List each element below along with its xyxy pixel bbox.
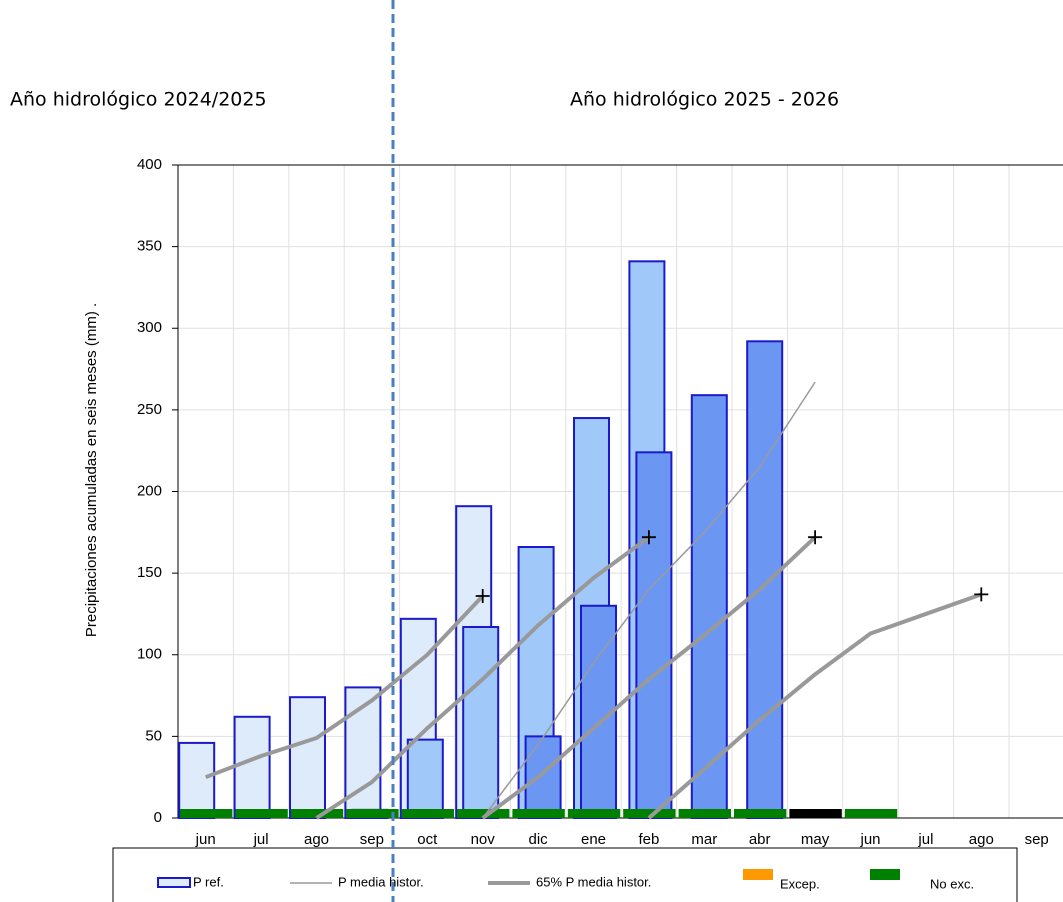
y-tick-label: 400 — [137, 156, 162, 173]
status-block — [512, 809, 565, 818]
line-series — [481, 535, 817, 820]
bar — [635, 451, 673, 819]
status-block — [844, 809, 898, 818]
status-block — [567, 809, 621, 818]
legend-swatch — [157, 877, 191, 888]
y-tick-label: 150 — [137, 564, 162, 581]
x-tick-label: nov — [471, 831, 496, 848]
y-tick-label: 100 — [137, 646, 162, 663]
legend-label: Excep. — [780, 876, 820, 891]
x-tick-label: may — [801, 831, 830, 848]
end-marker — [641, 530, 656, 545]
x-tick-label: feb — [638, 831, 659, 848]
x-tick-label: ago — [304, 831, 329, 848]
x-tick-label: ene — [581, 831, 606, 848]
status-block — [290, 809, 344, 818]
x-tick-label: mar — [691, 831, 717, 848]
status-block — [401, 809, 454, 818]
line-series — [204, 594, 485, 780]
bar — [233, 715, 271, 819]
y-tick-label: 300 — [137, 319, 162, 336]
x-tick-label: sep — [360, 831, 384, 848]
legend-box — [112, 847, 1018, 902]
bar — [690, 394, 728, 819]
bar — [462, 625, 500, 819]
bar — [524, 735, 562, 819]
status-block — [678, 809, 731, 818]
x-tick-label: abr — [749, 831, 771, 848]
plot-frame — [177, 164, 1063, 819]
bar — [178, 741, 216, 820]
y-tick-label: 200 — [137, 482, 162, 499]
line-series — [315, 535, 651, 820]
legend-label: P media histor. — [338, 874, 424, 889]
y-tick-label: 250 — [137, 401, 162, 418]
status-block — [346, 809, 399, 818]
end-marker — [974, 587, 989, 602]
x-tick-label: jul — [917, 831, 933, 848]
x-tick-label: oct — [417, 831, 438, 848]
x-tick-label: jun — [195, 831, 216, 848]
status-block — [235, 809, 288, 818]
status-block — [789, 809, 842, 818]
legend-label: P ref. — [193, 874, 224, 889]
x-tick-label: sep — [1025, 831, 1049, 848]
bar — [289, 696, 326, 820]
y-tick-label: 50 — [145, 727, 162, 744]
legend-swatch — [743, 869, 773, 880]
heading: Año hidrológico 2024/2025 — [10, 89, 267, 111]
legend-swatch — [870, 869, 900, 880]
status-block — [734, 809, 787, 818]
status-block — [623, 809, 676, 818]
bar — [746, 340, 784, 819]
status-block — [457, 809, 510, 818]
x-tick-label: jun — [859, 831, 880, 848]
legend-label: 65% P media histor. — [536, 874, 651, 889]
legend-label: No exc. — [930, 876, 974, 891]
line-series — [482, 381, 816, 819]
x-tick-label: ago — [969, 831, 994, 848]
x-tick-label: dic — [529, 831, 549, 848]
status-block — [180, 809, 233, 818]
end-marker — [808, 530, 823, 545]
y-axis-label: Precipitaciones acumuladas en seis meses… — [83, 303, 100, 637]
line-series — [647, 592, 982, 820]
heading: Año hidrológico 2025 - 2026 — [570, 89, 839, 111]
bar — [406, 738, 444, 820]
end-marker — [475, 588, 490, 603]
y-tick-label: 350 — [137, 238, 162, 255]
y-tick-label: 0 — [154, 809, 162, 826]
x-tick-label: jul — [253, 831, 269, 848]
